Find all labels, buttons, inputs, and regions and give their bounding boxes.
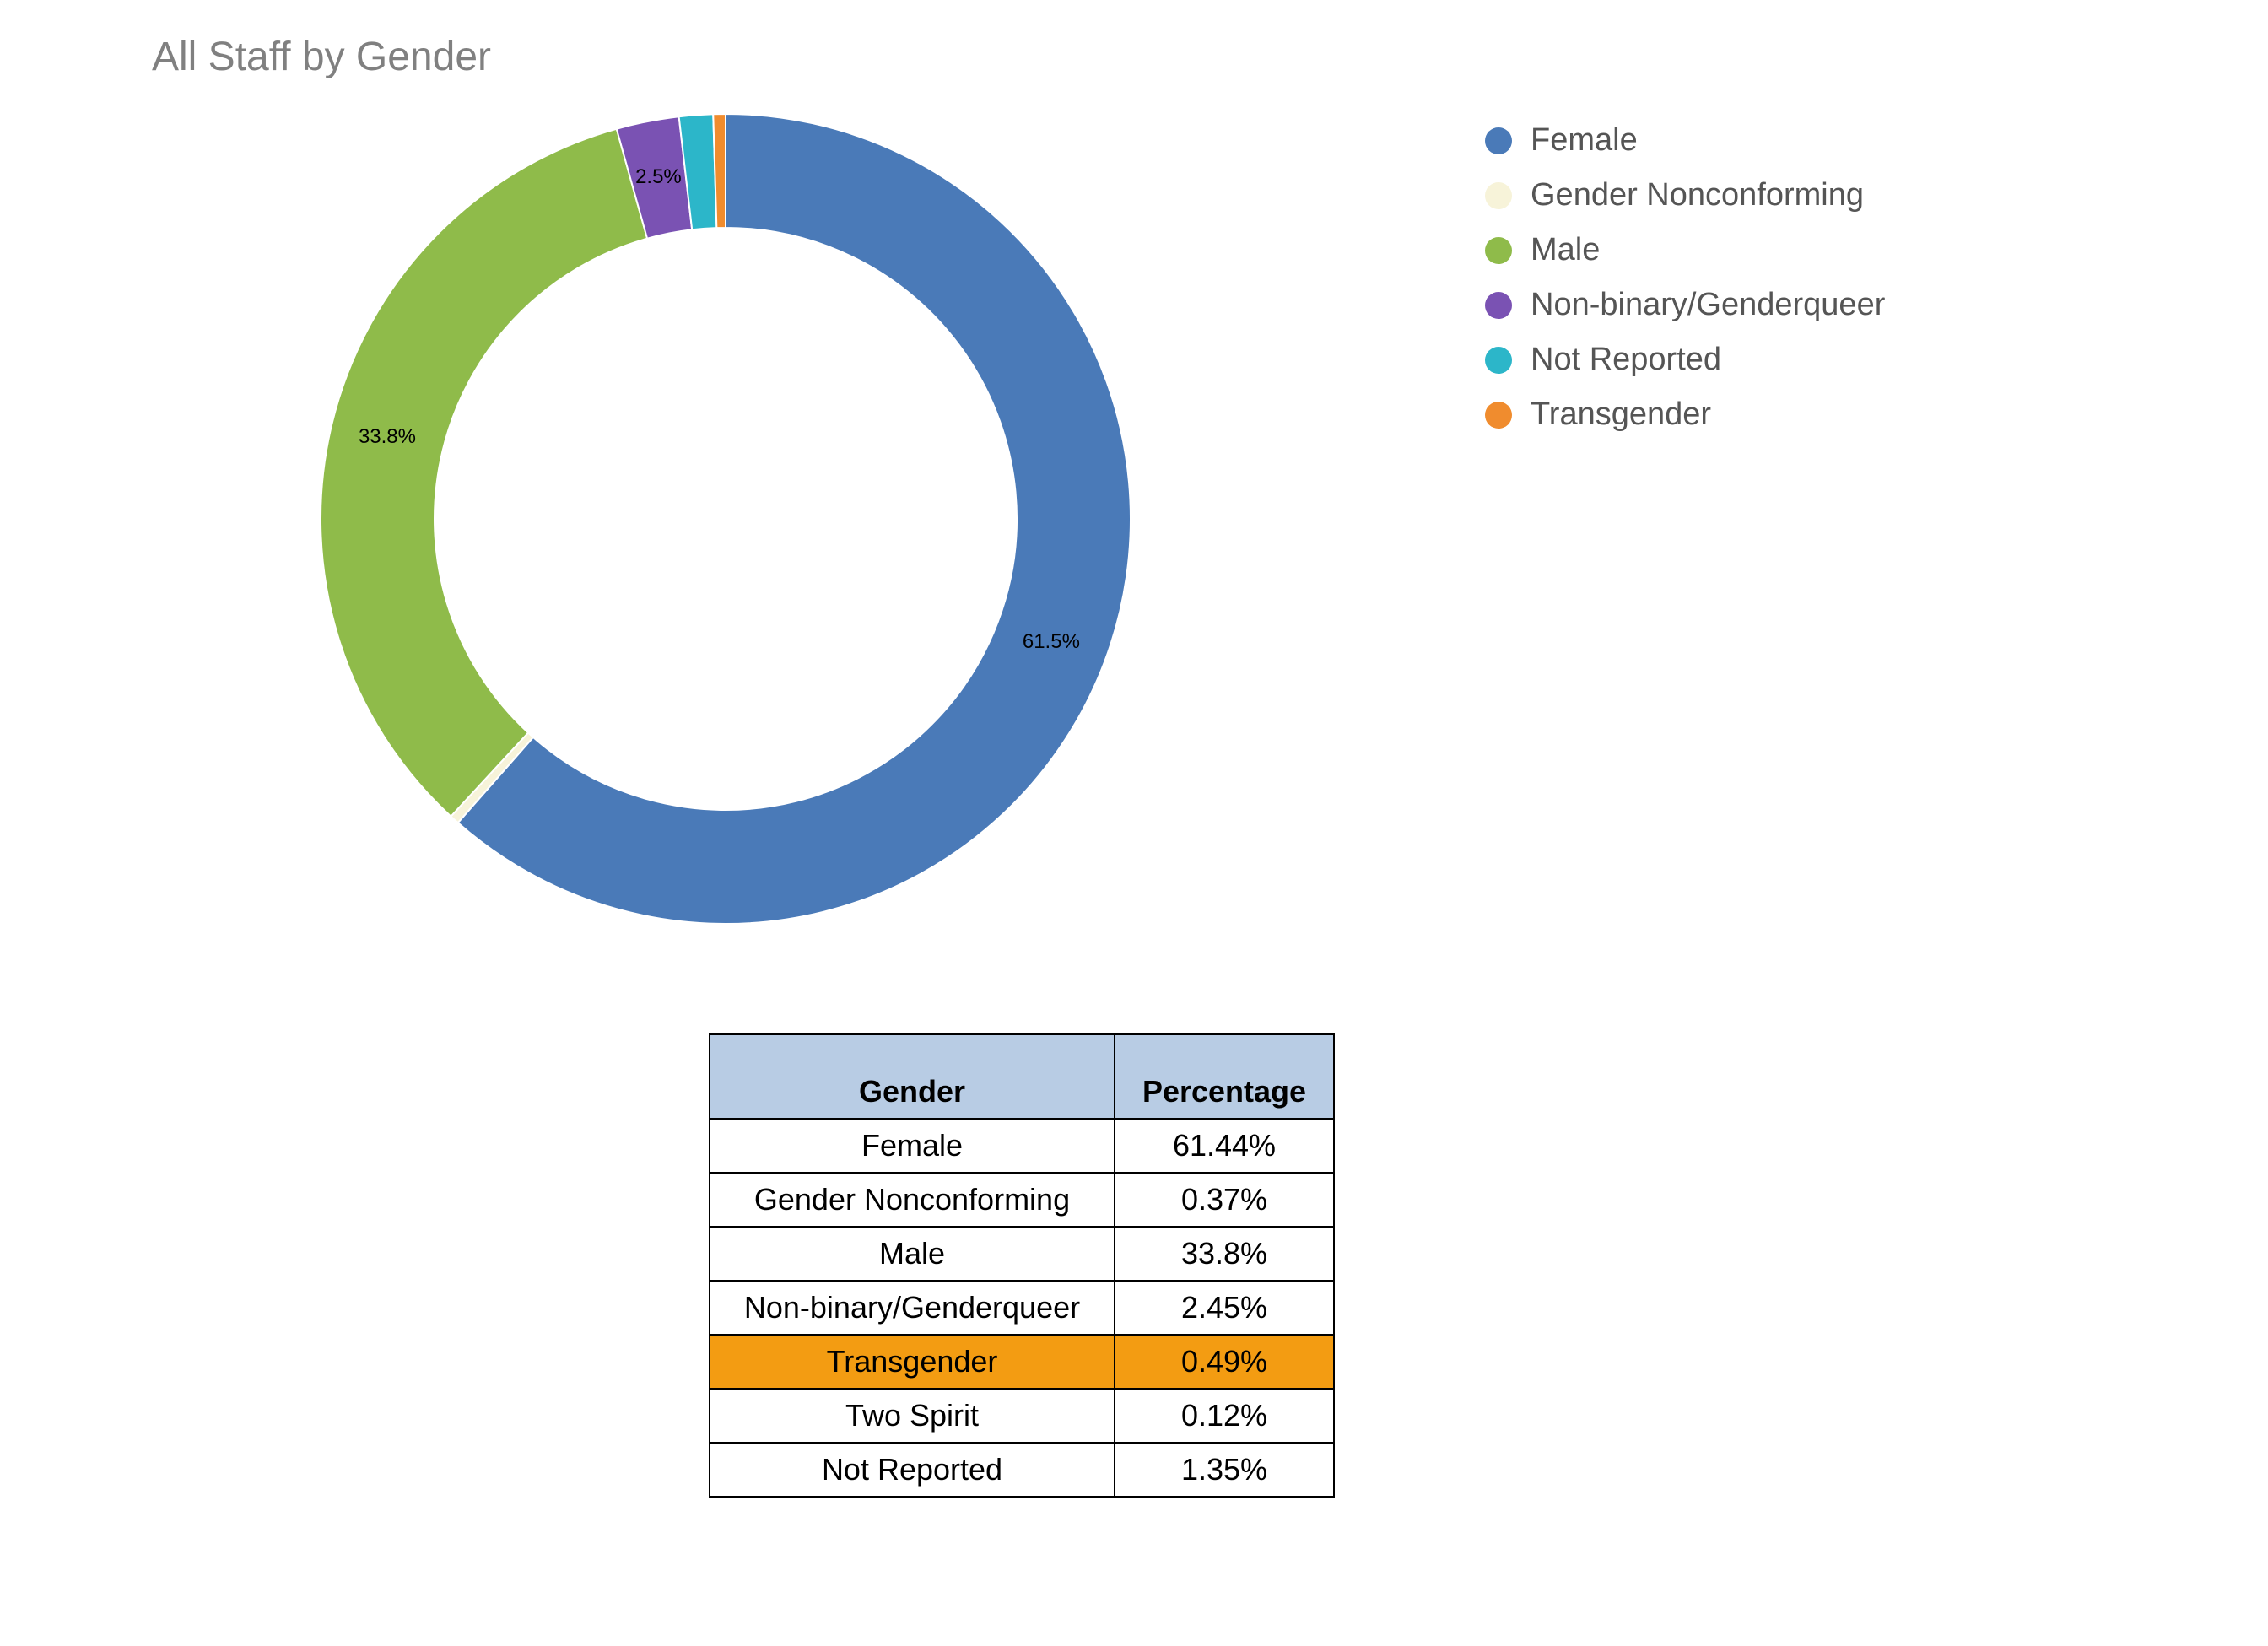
legend-swatch — [1485, 402, 1512, 429]
donut-chart: 61.5% 33.8% 2.5% — [51, 97, 1232, 983]
legend-swatch — [1485, 347, 1512, 374]
table-cell: 2.45% — [1115, 1281, 1334, 1335]
legend-swatch — [1485, 292, 1512, 319]
table-cell: 0.37% — [1115, 1173, 1334, 1227]
table-cell: Female — [710, 1119, 1115, 1173]
legend-item: Female — [1485, 122, 1885, 159]
legend-item: Non-binary/Genderqueer — [1485, 287, 1885, 323]
donut-slice — [321, 129, 647, 817]
table-cell: 61.44% — [1115, 1119, 1334, 1173]
donut-slice-label: 61.5% — [1023, 630, 1080, 654]
legend-swatch — [1485, 237, 1512, 264]
table-cell: 1.35% — [1115, 1443, 1334, 1497]
table-row: Transgender0.49% — [710, 1335, 1334, 1389]
main-row: 61.5% 33.8% 2.5% Female Gender Nonconformin… — [51, 97, 2217, 983]
table-header-cell: Percentage — [1115, 1034, 1334, 1119]
table-cell: 0.49% — [1115, 1335, 1334, 1389]
table-row: Not Reported1.35% — [710, 1443, 1334, 1497]
legend-swatch — [1485, 127, 1512, 154]
data-table: GenderPercentageFemale61.44%Gender Nonco… — [709, 1033, 1335, 1498]
donut-slice-label: 33.8% — [359, 425, 416, 449]
table-cell: Two Spirit — [710, 1389, 1115, 1443]
table-row: Non-binary/Genderqueer2.45% — [710, 1281, 1334, 1335]
table-row: Two Spirit0.12% — [710, 1389, 1334, 1443]
donut-slice-label: 2.5% — [635, 165, 682, 189]
table-row: Female61.44% — [710, 1119, 1334, 1173]
legend: Female Gender Nonconforming Male Non-binary… — [1485, 122, 1885, 451]
table-cell: Transgender — [710, 1335, 1115, 1389]
table-header-cell: Gender — [710, 1034, 1115, 1119]
table-cell: Male — [710, 1227, 1115, 1281]
table-cell: 0.12% — [1115, 1389, 1334, 1443]
legend-item: Male — [1485, 232, 1885, 268]
legend-label: Male — [1531, 232, 1600, 268]
table-cell: Not Reported — [710, 1443, 1115, 1497]
legend-item: Not Reported — [1485, 342, 1885, 378]
chart-title: All Staff by Gender — [152, 34, 2217, 80]
table-cell: 33.8% — [1115, 1227, 1334, 1281]
legend-label: Female — [1531, 122, 1638, 159]
legend-label: Not Reported — [1531, 342, 1721, 378]
legend-item: Gender Nonconforming — [1485, 177, 1885, 213]
table-row: Male33.8% — [710, 1227, 1334, 1281]
legend-label: Non-binary/Genderqueer — [1531, 287, 1885, 323]
legend-item: Transgender — [1485, 397, 1885, 433]
data-table-wrap: GenderPercentageFemale61.44%Gender Nonco… — [709, 1033, 2217, 1498]
table-cell: Gender Nonconforming — [710, 1173, 1115, 1227]
legend-label: Gender Nonconforming — [1531, 177, 1864, 213]
legend-swatch — [1485, 182, 1512, 209]
table-cell: Non-binary/Genderqueer — [710, 1281, 1115, 1335]
legend-label: Transgender — [1531, 397, 1711, 433]
table-row: Gender Nonconforming0.37% — [710, 1173, 1334, 1227]
